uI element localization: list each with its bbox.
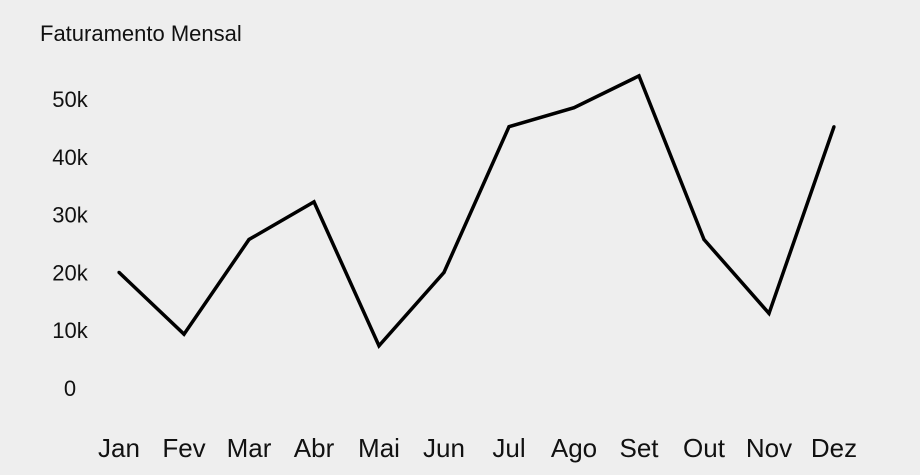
data-point	[312, 200, 316, 204]
data-point	[377, 344, 381, 348]
y-tick-label: 0	[64, 376, 76, 401]
data-point	[182, 332, 186, 336]
y-tick-label: 30k	[52, 203, 88, 228]
y-tick-label: 50k	[52, 87, 88, 112]
chart-title: Faturamento Mensal	[40, 21, 242, 46]
x-tick-label: Mar	[227, 433, 272, 463]
x-tick-label: Abr	[294, 433, 335, 463]
x-tick-label: Ago	[551, 433, 597, 463]
data-point	[702, 237, 706, 242]
x-axis-ticks: Jan Fev Mar Abr Mai Jun Jul Ago Set Out Nov Dez	[98, 433, 857, 463]
x-tick-label: Dez	[811, 433, 857, 463]
x-tick-label: Jul	[492, 433, 525, 463]
x-tick-label: Mai	[358, 433, 400, 463]
data-point	[767, 311, 771, 316]
data-point	[117, 270, 121, 274]
y-tick-label: 40k	[52, 145, 88, 170]
data-point	[507, 125, 511, 129]
x-tick-label: Jun	[423, 433, 465, 463]
data-point	[572, 106, 576, 110]
data-point	[247, 237, 251, 242]
x-tick-label: Jan	[98, 433, 140, 463]
x-tick-label: Set	[619, 433, 659, 463]
data-point	[832, 125, 836, 129]
x-tick-label: Nov	[746, 433, 792, 463]
y-tick-label: 20k	[52, 260, 88, 285]
data-point	[637, 74, 641, 78]
y-axis-ticks: 0 10k 20k 30k 40k 50k	[52, 87, 88, 401]
x-tick-label: Fev	[162, 433, 205, 463]
series-group	[117, 73, 836, 349]
data-point	[442, 270, 446, 274]
series-line	[117, 73, 836, 349]
y-tick-label: 10k	[52, 318, 88, 343]
x-tick-label: Out	[683, 433, 726, 463]
